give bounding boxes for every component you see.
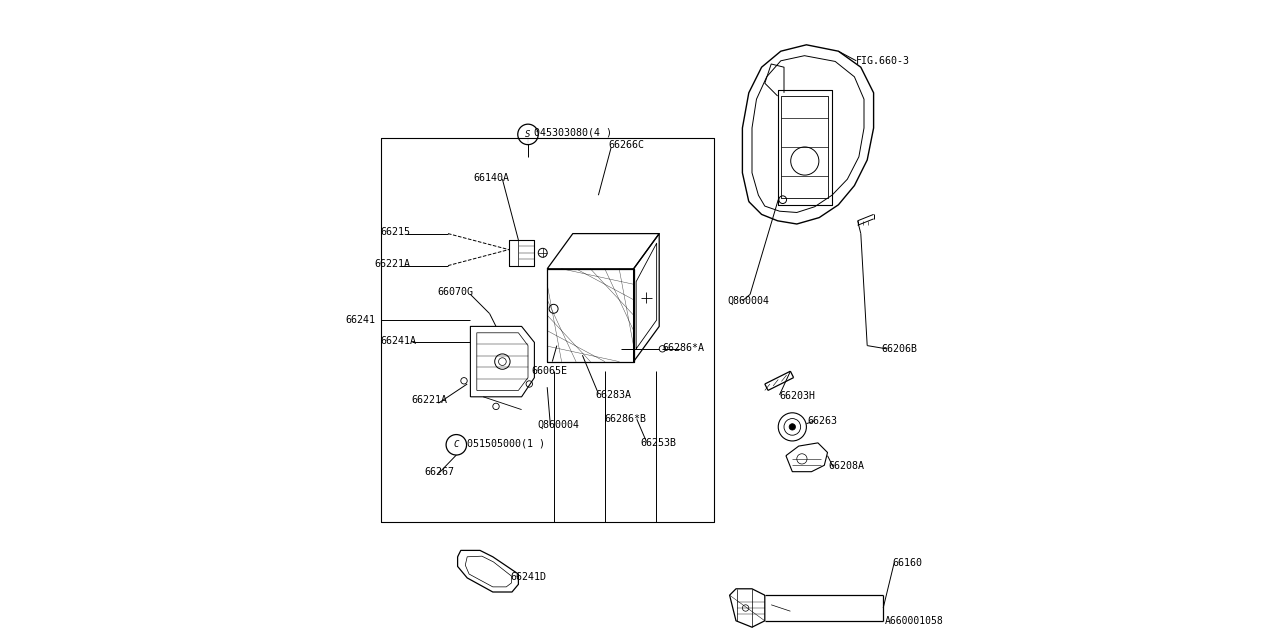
Text: 66267: 66267 bbox=[425, 467, 454, 477]
Text: 66070G: 66070G bbox=[438, 287, 474, 298]
Text: 66253B: 66253B bbox=[640, 438, 676, 448]
Text: 66208A: 66208A bbox=[829, 461, 865, 471]
Text: 66203H: 66203H bbox=[780, 390, 815, 401]
Text: 66241: 66241 bbox=[346, 315, 375, 325]
Text: 66140A: 66140A bbox=[474, 173, 509, 183]
Text: Q860004: Q860004 bbox=[538, 419, 580, 429]
Text: 66215: 66215 bbox=[381, 227, 411, 237]
Text: 66241A: 66241A bbox=[381, 336, 417, 346]
Text: 66221A: 66221A bbox=[412, 395, 448, 405]
Text: 66206B: 66206B bbox=[881, 344, 918, 354]
Text: 66266C: 66266C bbox=[609, 140, 645, 150]
Text: 66283A: 66283A bbox=[595, 390, 631, 400]
Text: Q860004: Q860004 bbox=[727, 296, 769, 306]
Text: 66286*B: 66286*B bbox=[604, 414, 646, 424]
Text: 051505000(1 ): 051505000(1 ) bbox=[467, 438, 545, 449]
Text: 66065E: 66065E bbox=[531, 366, 567, 376]
Text: 66286*A: 66286*A bbox=[663, 342, 704, 353]
Text: C: C bbox=[453, 440, 460, 449]
Text: A660001058: A660001058 bbox=[886, 616, 943, 626]
Circle shape bbox=[788, 424, 796, 430]
Text: FIG.660-3: FIG.660-3 bbox=[856, 56, 910, 66]
Text: 66263: 66263 bbox=[808, 416, 837, 426]
Text: 66221A: 66221A bbox=[374, 259, 411, 269]
Text: 66160: 66160 bbox=[893, 558, 923, 568]
Text: 045303080(4 ): 045303080(4 ) bbox=[535, 127, 612, 138]
Text: S: S bbox=[525, 130, 531, 139]
Text: 66241D: 66241D bbox=[509, 572, 547, 582]
